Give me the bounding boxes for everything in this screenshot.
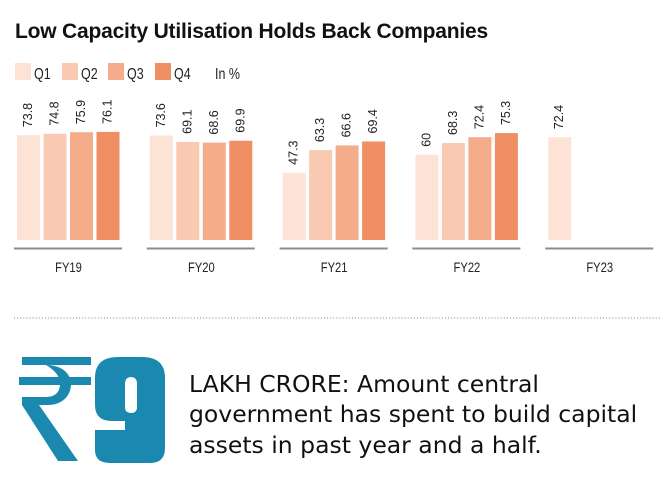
bar-fy21-q2 bbox=[309, 150, 333, 240]
data-label: 74.8 bbox=[48, 101, 62, 125]
data-label: 47.3 bbox=[287, 140, 301, 164]
data-label: 72.4 bbox=[472, 105, 486, 129]
bar-fy22-q1 bbox=[415, 154, 439, 240]
bar-group-fy19: 73.8 74.8 75.9 76.1 FY19 bbox=[14, 100, 122, 275]
data-label: 68.3 bbox=[446, 111, 460, 135]
data-label: 76.1 bbox=[101, 100, 115, 124]
bar-fy21-q3 bbox=[335, 145, 359, 240]
data-label: 72.4 bbox=[552, 105, 566, 129]
bar-chart: 73.8 74.8 75.9 76.1 FY19 73.6 69.1 68.6 69.9 FY20… bbox=[14, 100, 654, 275]
bar-fy20-q4 bbox=[229, 140, 253, 240]
data-label: 60 bbox=[419, 133, 433, 147]
callout-description: LAKH CRORE: Amount central government ha… bbox=[189, 369, 637, 461]
legend-label-q3: Q3 bbox=[127, 66, 144, 83]
legend-label-q1: Q1 bbox=[34, 66, 51, 83]
category-label: FY23 bbox=[586, 260, 613, 275]
data-label: 69.1 bbox=[180, 110, 194, 134]
bar-fy19-q3 bbox=[70, 132, 93, 240]
data-label: 75.3 bbox=[499, 101, 513, 125]
legend-swatch-q4 bbox=[155, 63, 171, 80]
callout-line-1: LAKH CRORE: Amount central bbox=[189, 369, 539, 398]
category-label: FY19 bbox=[55, 260, 82, 275]
bar-fy23-q1 bbox=[548, 137, 572, 240]
legend-swatch-q3 bbox=[108, 63, 124, 80]
bar-fy21-q4 bbox=[362, 141, 386, 240]
bar-group-fy22: 60 68.3 72.4 75.3 FY22 bbox=[412, 101, 521, 275]
data-label: 73.8 bbox=[21, 103, 35, 127]
data-label: 73.6 bbox=[154, 103, 168, 127]
bar-fy20-q2 bbox=[176, 141, 200, 240]
bar-fy21-q1 bbox=[282, 172, 306, 240]
category-label: FY22 bbox=[454, 260, 481, 275]
bar-fy20-q3 bbox=[202, 142, 226, 240]
legend-label-q2: Q2 bbox=[81, 66, 98, 83]
data-label: 69.9 bbox=[233, 108, 247, 132]
category-label: FY21 bbox=[321, 260, 348, 275]
bar-group-fy23: 72.4 FY23 bbox=[545, 105, 654, 275]
data-label: 75.9 bbox=[74, 100, 88, 124]
data-label: 68.6 bbox=[207, 110, 221, 134]
legend-swatch-q2 bbox=[62, 63, 78, 80]
callout-line-2: government has spent to build capital bbox=[189, 400, 638, 429]
number-nine-glyph bbox=[95, 357, 165, 463]
callout-line-3: assets in past year and a half. bbox=[189, 430, 542, 459]
bar-fy22-q2 bbox=[441, 143, 465, 240]
rupee-icon bbox=[19, 357, 91, 461]
legend-swatch-q1 bbox=[15, 63, 31, 80]
dotted-divider bbox=[14, 317, 662, 319]
bar-group-fy20: 73.6 69.1 68.6 69.9 FY20 bbox=[146, 103, 255, 275]
data-label: 69.4 bbox=[366, 109, 380, 133]
bar-group-fy21: 47.3 63.3 66.6 69.4 FY21 bbox=[279, 109, 388, 275]
bar-fy19-q4 bbox=[96, 131, 120, 240]
legend-label-q4: Q4 bbox=[174, 66, 191, 83]
bar-fy22-q3 bbox=[468, 137, 492, 240]
bar-fy20-q1 bbox=[149, 135, 173, 240]
unit-label: In % bbox=[215, 66, 240, 83]
data-label: 66.6 bbox=[340, 113, 354, 137]
data-label: 63.3 bbox=[313, 118, 327, 142]
bar-fy22-q4 bbox=[494, 133, 518, 240]
chart-title: Low Capacity Utilisation Holds Back Comp… bbox=[15, 20, 488, 43]
bar-fy19-q2 bbox=[43, 133, 67, 240]
bar-fy19-q1 bbox=[17, 135, 40, 240]
callout-figure bbox=[19, 357, 165, 463]
category-label: FY20 bbox=[188, 260, 215, 275]
